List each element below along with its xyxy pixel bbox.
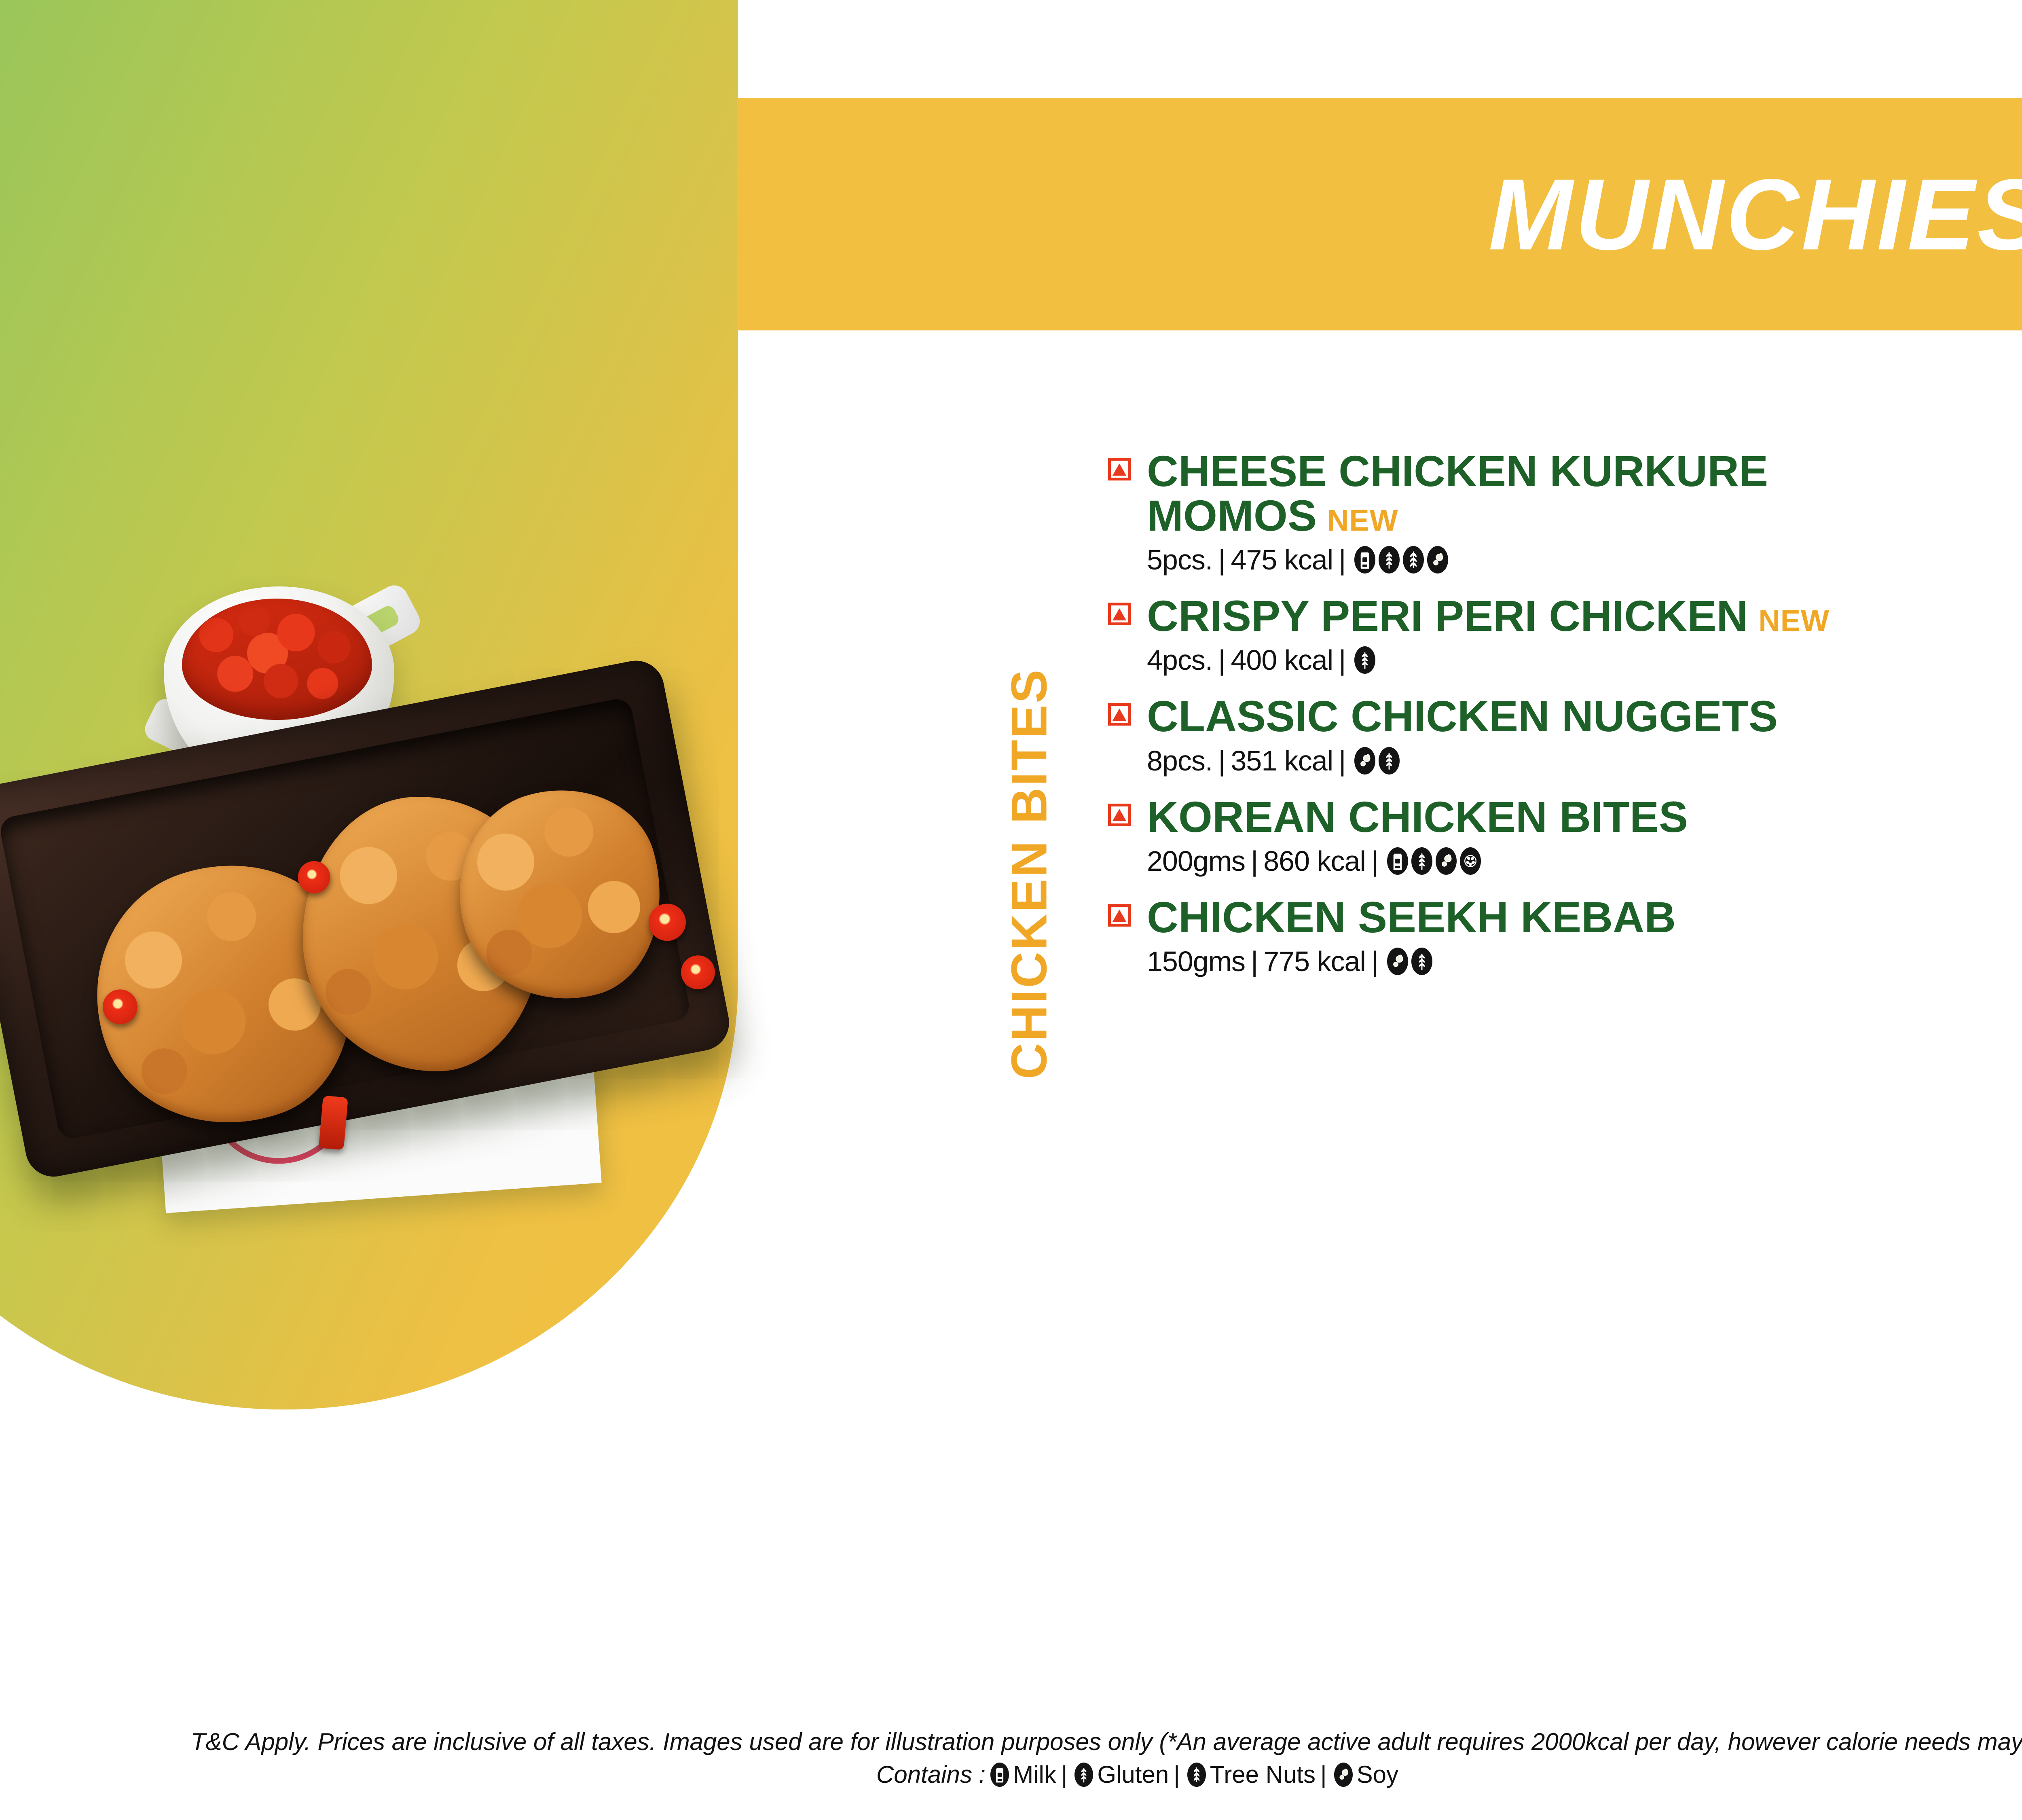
menu-item-body: KOREAN CHICKEN BITES 200gms | 860 kcal | — [1147, 792, 2022, 877]
non-veg-mark-icon — [1108, 458, 1131, 480]
gluten-icon — [1411, 847, 1433, 875]
non-veg-mark-icon — [1108, 603, 1131, 626]
menu-item-body: CLASSIC CHICKEN NUGGETS 8pcs. | 351 kcal | — [1147, 694, 2022, 777]
legend-separator: | — [1320, 1761, 1327, 1788]
menu-item-name-text: KOREAN CHICKEN BITES — [1147, 792, 1688, 841]
food-photo — [0, 477, 991, 1367]
gluten-icon — [1411, 947, 1433, 975]
allergen-icon-group — [1354, 546, 1451, 574]
gluten-icon — [1354, 646, 1376, 674]
chilli-slice — [678, 952, 718, 993]
new-badge: NEW — [1758, 604, 1830, 638]
menu-item-name-text: CHEESE CHICKEN KURKURE MOMOS — [1147, 447, 1768, 540]
menu-item-body: CHICKEN SEEKH KEBAB 150gms | 775 kcal | — [1147, 895, 2022, 978]
menu-item-meta: 8pcs. | 351 kcal | — [1147, 745, 2014, 777]
soy-icon — [1334, 1762, 1353, 1787]
tree-nuts-icon — [1403, 546, 1424, 574]
allergen-icon-group — [1354, 747, 1403, 775]
menu-item-quantity: 5pcs. — [1147, 544, 1213, 576]
menu-item-calories: 400 kcal — [1231, 644, 1334, 676]
milk-icon — [990, 1762, 1009, 1787]
menu-item-name-text: CHICKEN SEEKH KEBAB — [1147, 892, 1676, 942]
meta-separator: | — [1371, 945, 1379, 977]
footer-disclaimer: T&C Apply. Prices are inclusive of all t… — [190, 1728, 2022, 1755]
tree-nuts-icon — [1187, 1762, 1206, 1787]
gluten-icon — [1379, 747, 1400, 775]
non-veg-mark-icon — [1108, 904, 1131, 927]
menu-item-name: KOREAN CHICKEN BITES — [1147, 792, 2014, 841]
soy-icon — [1427, 546, 1449, 574]
contains-label: Contains : — [876, 1761, 986, 1788]
menu-item-name: CHICKEN SEEKH KEBAB — [1147, 895, 2014, 940]
wooden-platter — [0, 656, 734, 1182]
meta-separator: | — [1339, 544, 1346, 576]
non-veg-mark-icon — [1108, 803, 1131, 826]
menu-item-quantity: 150gms — [1147, 945, 1246, 977]
legend-label-soy: Soy — [1356, 1761, 1398, 1788]
meta-separator: | — [1218, 544, 1225, 576]
menu-item-list: CHEESE CHICKEN KURKURE MOMOS NEW 5pcs. | 475… — [1108, 449, 2022, 995]
new-badge: NEW — [1327, 504, 1398, 538]
menu-item-meta: 200gms | 860 kcal | — [1147, 845, 2014, 877]
menu-item-calories: 351 kcal — [1231, 745, 1334, 777]
gluten-icon — [1074, 1762, 1093, 1787]
meta-separator: | — [1218, 745, 1225, 777]
chicken-platter-image — [0, 571, 865, 1309]
menu-item[interactable]: CHEESE CHICKEN KURKURE MOMOS NEW 5pcs. | 475… — [1108, 449, 2022, 576]
allergen-legend: Contains : Milk | Gluten | Tree Nuts | Soy — [876, 1758, 1398, 1791]
menu-item-quantity: 4pcs. — [1147, 644, 1213, 676]
legend-separator: | — [1061, 1761, 1068, 1788]
menu-item-meta: 4pcs. | 400 kcal | — [1147, 644, 2014, 676]
soy-icon — [1354, 747, 1376, 775]
legend-separator: | — [1174, 1761, 1180, 1788]
chilli-stick — [318, 1095, 348, 1150]
menu-item-name-text: CRISPY PERI PERI CHICKEN — [1147, 591, 1748, 641]
meta-separator: | — [1251, 845, 1258, 877]
chopped-chilli — [182, 599, 372, 720]
menu-item-quantity: 8pcs. — [1147, 745, 1213, 777]
menu-item-calories: 860 kcal — [1263, 845, 1366, 877]
page-title: MUNCHIES — [1488, 158, 2022, 271]
menu-item-name: CHEESE CHICKEN KURKURE MOMOS NEW — [1147, 449, 2014, 538]
meta-separator: | — [1371, 845, 1379, 877]
meta-separator: | — [1218, 644, 1225, 676]
meta-separator: | — [1339, 745, 1346, 777]
menu-item[interactable]: CRISPY PERI PERI CHICKEN NEW 4pcs. | 400 kca… — [1108, 594, 2022, 676]
footer: T&C Apply. Prices are inclusive of all t… — [0, 1725, 2022, 1791]
menu-item-calories: 475 kcal — [1231, 544, 1334, 576]
category-label-chicken-bites: CHICKEN BITES — [993, 607, 1066, 1141]
gluten-icon — [1379, 546, 1400, 574]
menu-item-meta: 150gms | 775 kcal | — [1147, 945, 2014, 978]
milk-icon — [1354, 546, 1376, 574]
menu-item-quantity: 200gms — [1147, 845, 1246, 877]
menu-item-name-text: CLASSIC CHICKEN NUGGETS — [1147, 692, 1778, 741]
menu-item-body: CHEESE CHICKEN KURKURE MOMOS NEW 5pcs. | 475… — [1147, 449, 2022, 576]
soy-icon — [1436, 847, 1457, 875]
legend-label-milk: Milk — [1013, 1761, 1056, 1788]
category-label-text: CHICKEN BITES — [1001, 668, 1058, 1079]
soy-icon — [1387, 947, 1409, 975]
legend-label-gluten: Gluten — [1097, 1761, 1169, 1788]
non-veg-mark-icon — [1108, 703, 1131, 726]
milk-icon — [1387, 847, 1409, 875]
allergen-icon-group — [1387, 947, 1436, 975]
menu-item-calories: 775 kcal — [1263, 945, 1366, 977]
allergen-icon-group — [1387, 847, 1484, 875]
allergen-icon-group — [1354, 646, 1379, 674]
meta-separator: | — [1251, 945, 1258, 977]
menu-item-body: CRISPY PERI PERI CHICKEN NEW 4pcs. | 400 kca… — [1147, 594, 2022, 676]
sesame-icon — [1460, 847, 1481, 875]
legend-label-tree-nuts: Tree Nuts — [1210, 1761, 1316, 1788]
menu-item-name: CLASSIC CHICKEN NUGGETS — [1147, 694, 2014, 739]
meta-separator: | — [1339, 644, 1346, 676]
menu-item-name: CRISPY PERI PERI CHICKEN NEW — [1147, 594, 2014, 638]
menu-item-meta: 5pcs. | 475 kcal | — [1147, 544, 2014, 576]
header-banner: MUNCHIES — [737, 98, 2022, 330]
